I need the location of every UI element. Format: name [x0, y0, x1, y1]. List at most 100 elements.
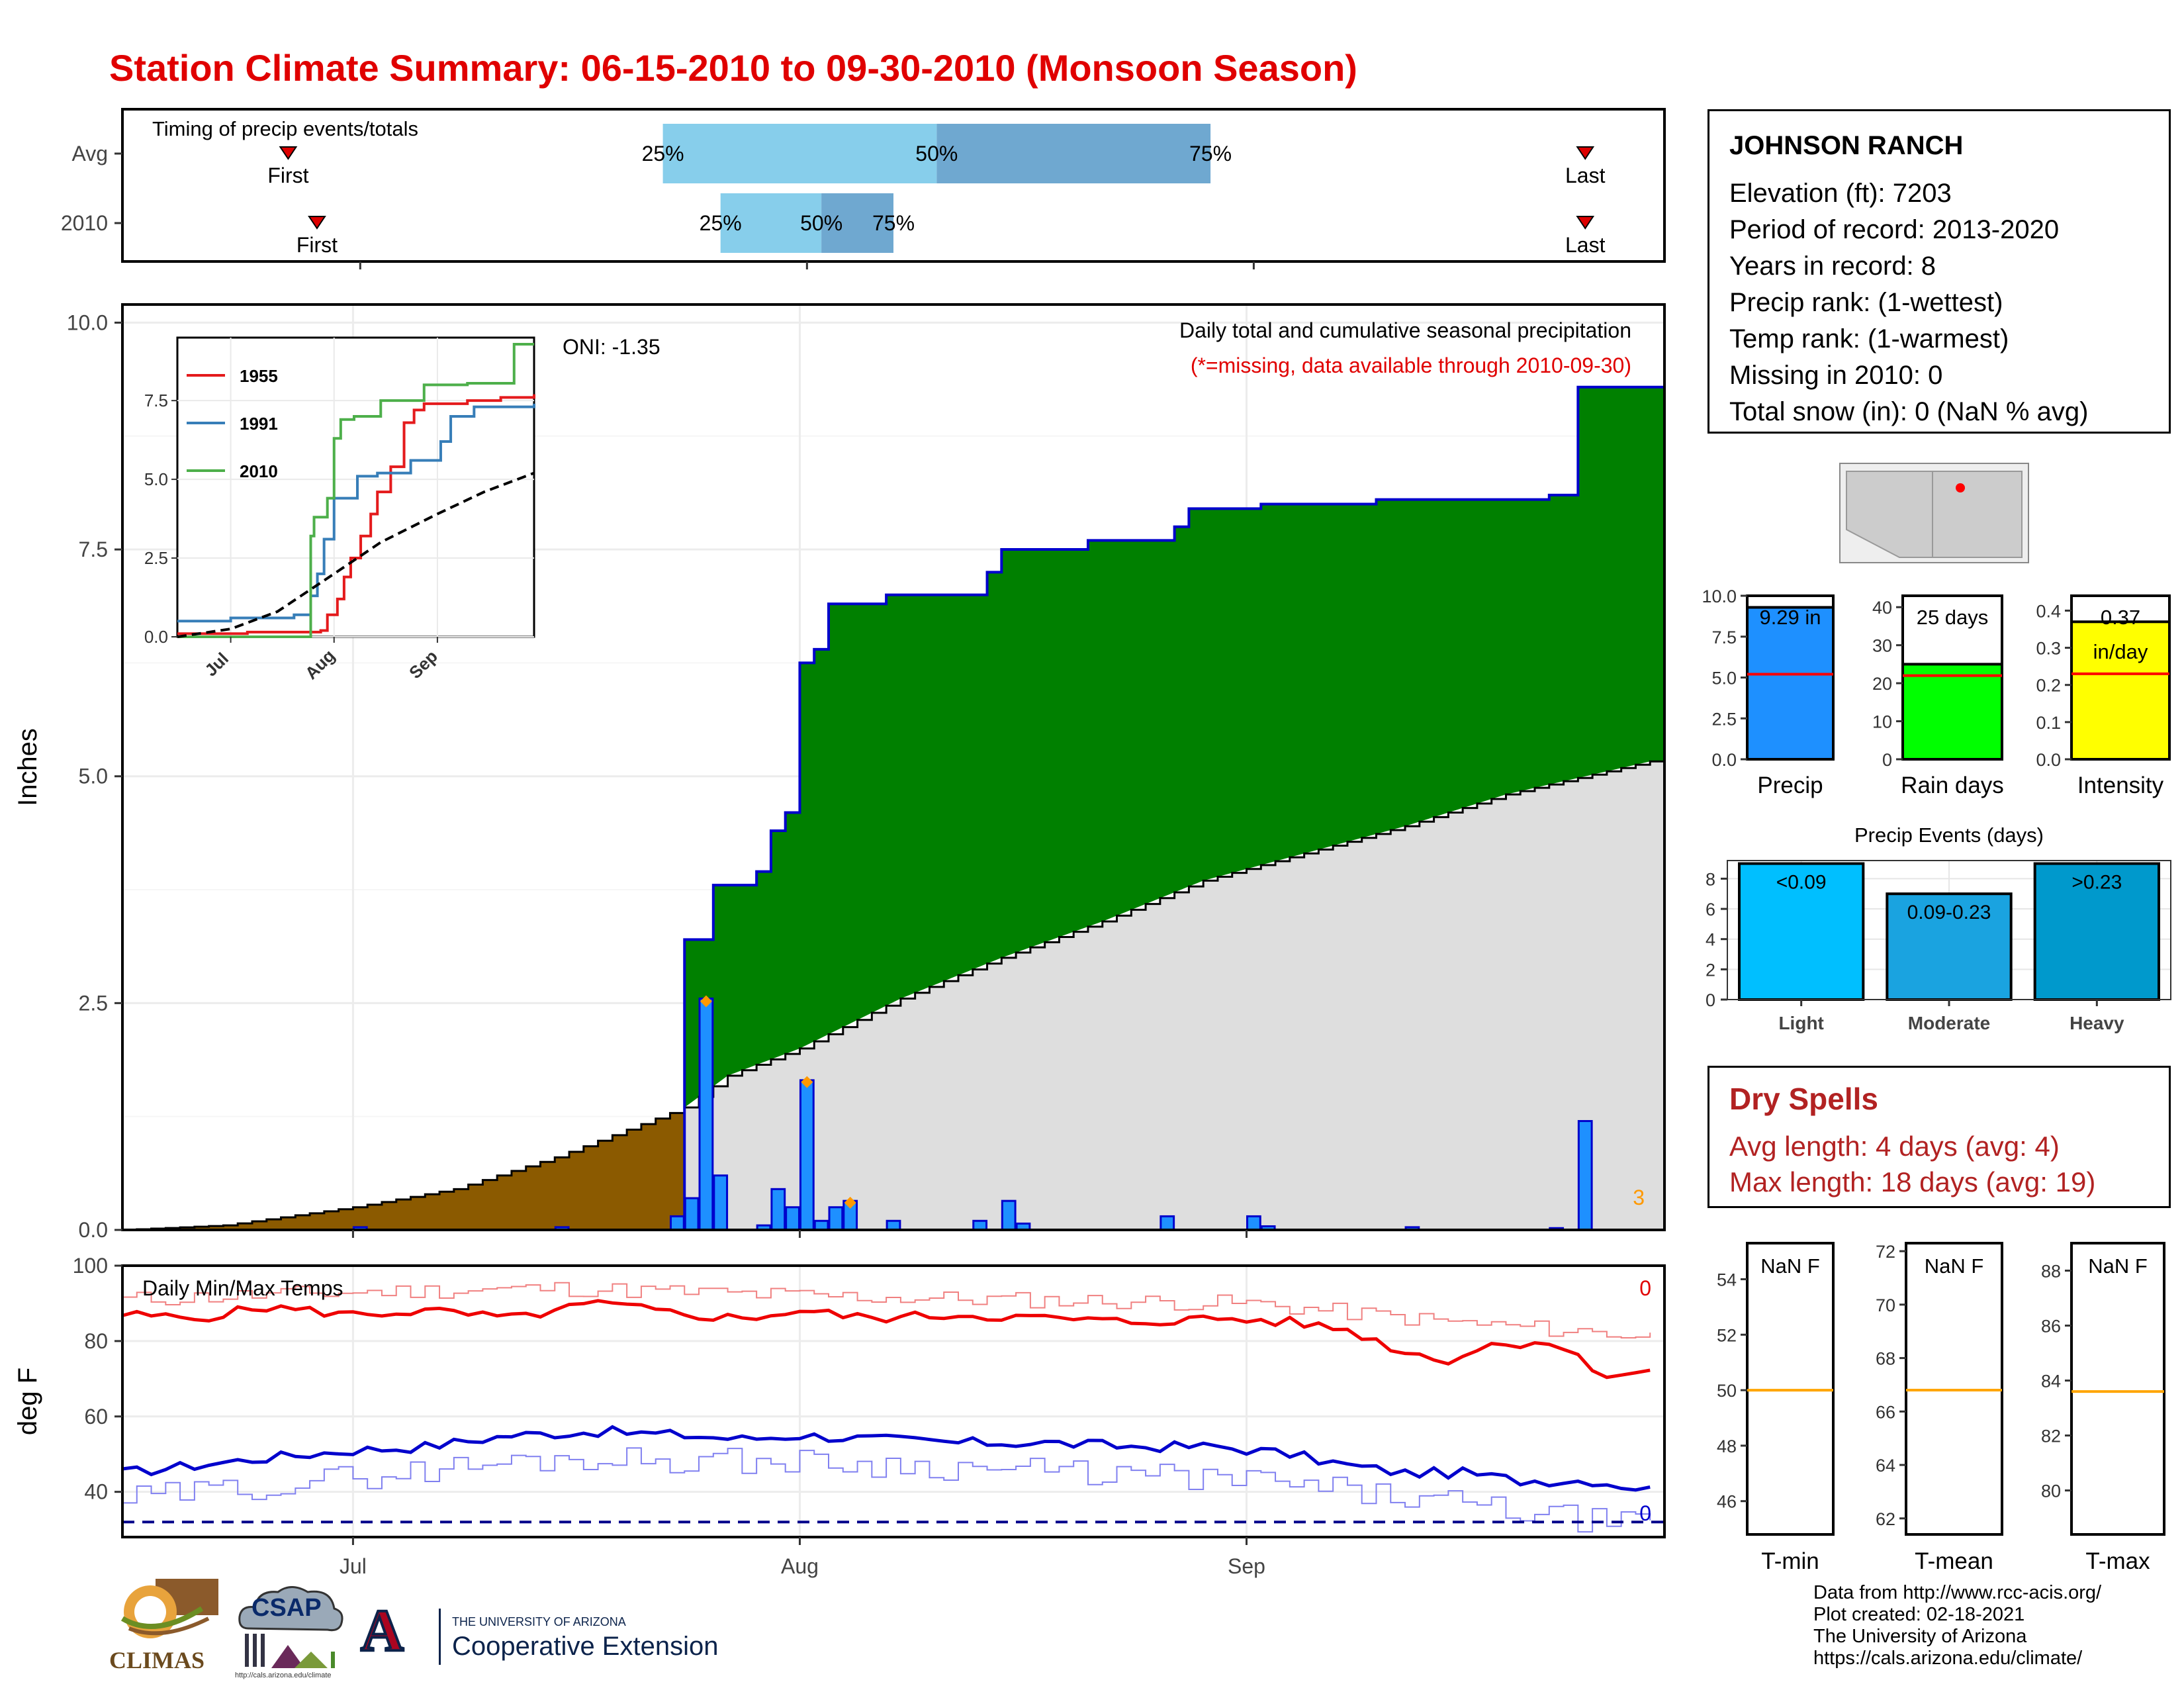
timing-row-label: Avg: [71, 142, 108, 165]
daily-precip-bar: [669, 1215, 685, 1231]
events-category-label: Light: [1778, 1013, 1823, 1033]
temp-summary-frame: [2070, 1242, 2165, 1536]
timing-pct-75: 75%: [1189, 142, 1232, 165]
station-snow: Total snow (in): 0 (NaN % avg): [1729, 397, 2089, 426]
precip-deficit-fill: [122, 1107, 685, 1230]
events-bar-label: <0.09: [1776, 872, 1827, 894]
missing-data-marker: [801, 1076, 813, 1088]
timing-title: Timing of precip events/totals: [152, 117, 418, 140]
tmin-count-label: 0: [1639, 1501, 1651, 1525]
dry-spells-box: Dry Spells Avg length: 4 days (avg: 4) M…: [1707, 1066, 2171, 1208]
dry-spells-max: Max length: 18 days (avg: 19): [1729, 1166, 2096, 1197]
mini-chart-bar: [2070, 620, 2171, 761]
mini-chart-ytick-label: 10.0: [1702, 586, 1737, 606]
timing-pct-50: 50%: [800, 211, 842, 235]
climas-logo: CLIMAS: [109, 1579, 218, 1678]
events-bar-label: >0.23: [2071, 872, 2122, 894]
precip-surplus-fill: [684, 387, 1664, 1230]
temp-summary-ytick-label: 72: [1876, 1242, 1895, 1262]
mini-chart-value-label: 9.29 in: [1759, 606, 1821, 629]
climas-logo-text: CLIMAS: [109, 1647, 205, 1673]
temp-summary-frame: [1905, 1242, 2003, 1536]
daily-precip-bar: [813, 1219, 829, 1231]
mini-chart-ytick-label: 0.4: [2036, 601, 2061, 621]
csap-cloud-icon: [238, 1586, 343, 1668]
daily-precip-bar: [828, 1206, 844, 1231]
footer-credits: Data from http://www.rcc-acis.org/ Plot …: [1813, 1582, 2101, 1669]
station-period: Period of record: 2013-2020: [1729, 215, 2060, 244]
temp-summary-t-min: NaN F 46 48 50 52 54 T-min: [1717, 1242, 1835, 1574]
csap-logo-text: CSAP: [251, 1594, 322, 1622]
temp-ytick-label: 40: [84, 1480, 108, 1504]
timing-last-marker: [1576, 216, 1595, 230]
mini-chart-bar: [1746, 606, 1835, 761]
main-ytick-label: 7.5: [79, 538, 108, 561]
temp-summary-ytick-label: 80: [2041, 1481, 2061, 1501]
mini-chart-ytick-label: 0.3: [2036, 639, 2061, 659]
temp-xtick-label: Aug: [781, 1554, 819, 1578]
temp-summary-ytick-label: 48: [1717, 1436, 1737, 1456]
timing-q2-bar: [936, 124, 1211, 183]
events-bar-heavy: [2033, 862, 2161, 1001]
inset-series-1955: [177, 394, 535, 635]
daily-precip-bar: [972, 1219, 988, 1231]
inset-legend-label: 2010: [240, 461, 278, 481]
main-ytick-label: 10.0: [67, 310, 108, 334]
mini-chart-bar: [1901, 663, 2003, 761]
timing-pct-25: 25%: [700, 211, 742, 235]
csap-logo-url: http://cals.arizona.edu/climate: [235, 1671, 332, 1679]
ua-block-a-icon: A: [359, 1597, 405, 1665]
main-ytick-label: 5.0: [79, 765, 108, 788]
temp-summary-ytick-label: 70: [1876, 1295, 1895, 1315]
station-years: Years in record: 8: [1729, 252, 1936, 281]
inset-ytick-label: 5.0: [144, 469, 168, 489]
temp-summary-ytick-label: 52: [1717, 1325, 1737, 1345]
main-ytick-label: 2.5: [79, 991, 108, 1015]
footer-line-source: Data from http://www.rcc-acis.org/: [1813, 1582, 2102, 1603]
temp-summary-label: T-mean: [1915, 1548, 1993, 1574]
inset-ytick-label: 7.5: [144, 391, 168, 410]
mini-chart-intensity: 0.37 in/day 0.0 0.1 0.2 0.3 0.4 Intensity: [2036, 594, 2171, 798]
timing-row-label: 2010: [61, 211, 108, 235]
temp-summary-ytick-label: 88: [2041, 1262, 2061, 1282]
daily-precip-bar: [886, 1219, 901, 1231]
daily-precip-bar: [1577, 1120, 1593, 1231]
footer-line-created: Plot created: 02-18-2021: [1813, 1604, 2025, 1625]
timing-last-label: Last: [1565, 233, 1606, 257]
inset-legend-label: 1955: [240, 366, 278, 386]
locator-map: [1839, 463, 2029, 563]
station-name: JOHNSON RANCH: [1729, 131, 1964, 160]
main-ytick-label: 0.0: [79, 1218, 108, 1242]
tmin-2010-line: [122, 1425, 1651, 1492]
daily-precip-bar: [799, 1079, 815, 1231]
mini-chart-precip: 9.29 in 0.0 2.5 5.0 7.5 10.0 Precip: [1702, 586, 1835, 798]
temp-ytick-label: 60: [84, 1405, 108, 1429]
mini-chart-ytick-label: 0.0: [2036, 750, 2061, 770]
events-title: Precip Events (days): [1854, 823, 2044, 847]
daily-precip-bar: [785, 1206, 800, 1231]
temp-panel-frame: [121, 1264, 1666, 1538]
temp-summary-t-mean: NaN F 62 64 66 68 70 72 T-mean: [1876, 1242, 2003, 1574]
station-precip-rank: Precip rank: (1-wettest): [1729, 288, 2003, 317]
missing-count-label: 3: [1633, 1186, 1645, 1209]
events-bar-label: 0.09-0.23: [1907, 902, 1991, 923]
events-category-label: Moderate: [1908, 1013, 1990, 1033]
events-ytick-label: 8: [1706, 869, 1715, 889]
temp-summary-frame: [1746, 1242, 1835, 1536]
cumulative-2010-line: [122, 385, 1664, 1231]
station-elevation: Elevation (ft): 7203: [1729, 179, 1952, 208]
inset-frame: [176, 336, 535, 638]
main-panel-frame: [121, 303, 1666, 1231]
temp-summary-ytick-label: 62: [1876, 1509, 1895, 1529]
main-caption: Daily total and cumulative seasonal prec…: [1179, 318, 1631, 342]
events-ytick-label: 4: [1706, 930, 1715, 950]
timing-pct-50: 50%: [915, 142, 958, 165]
ua-line2: Cooperative Extension: [452, 1632, 719, 1661]
ua-line1: THE UNIVERSITY OF ARIZONA: [452, 1615, 626, 1628]
temp-ytick-label: 80: [84, 1329, 108, 1353]
timing-first-marker: [308, 216, 326, 230]
temp-summary-ytick-label: 46: [1717, 1492, 1737, 1512]
temp-xtick-label: Jul: [340, 1554, 367, 1578]
timing-q1-bar: [720, 193, 822, 253]
